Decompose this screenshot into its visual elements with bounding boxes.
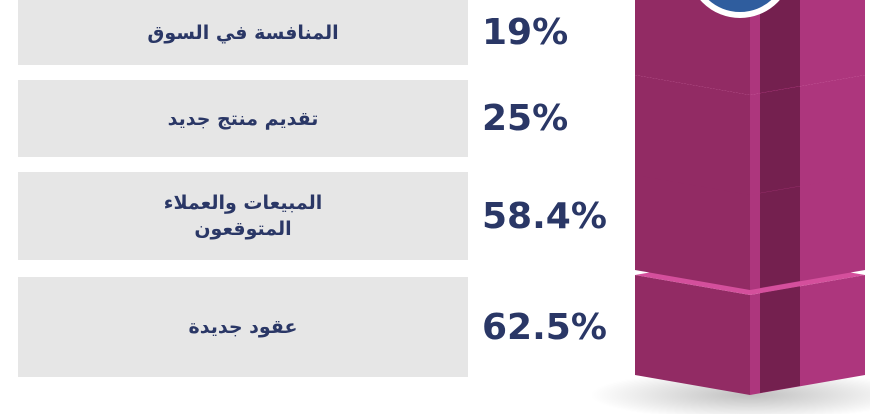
item-value: 58.4% (482, 195, 607, 237)
item-label: عقود جديدة (188, 316, 298, 338)
block-left-face (635, 0, 750, 95)
item-label: تقديم منتج جديد (167, 107, 319, 130)
blocks (635, 0, 865, 395)
block-left-face (635, 170, 750, 290)
item-value: 19% (482, 12, 569, 53)
block-stripe (760, 86, 800, 193)
label-box: تقديم منتج جديد (18, 80, 468, 157)
block-stripe (760, 0, 800, 93)
label-box: عقود جديدة (18, 277, 468, 377)
block-left-face (635, 75, 750, 195)
block-stripe (760, 181, 800, 288)
circle-icon (700, 0, 780, 18)
item-label: المنافسة في السوق (147, 21, 339, 44)
label-box: المبيعات والعملاء المتوقعون (18, 172, 468, 260)
block-left-face (635, 275, 750, 395)
item-value: 25% (482, 98, 569, 139)
item-value: 62.5% (482, 306, 607, 348)
item-label: المبيعات والعملاء المتوقعون (163, 192, 323, 240)
label-box: المنافسة في السوق (18, 0, 468, 65)
block-stripe (760, 286, 800, 393)
